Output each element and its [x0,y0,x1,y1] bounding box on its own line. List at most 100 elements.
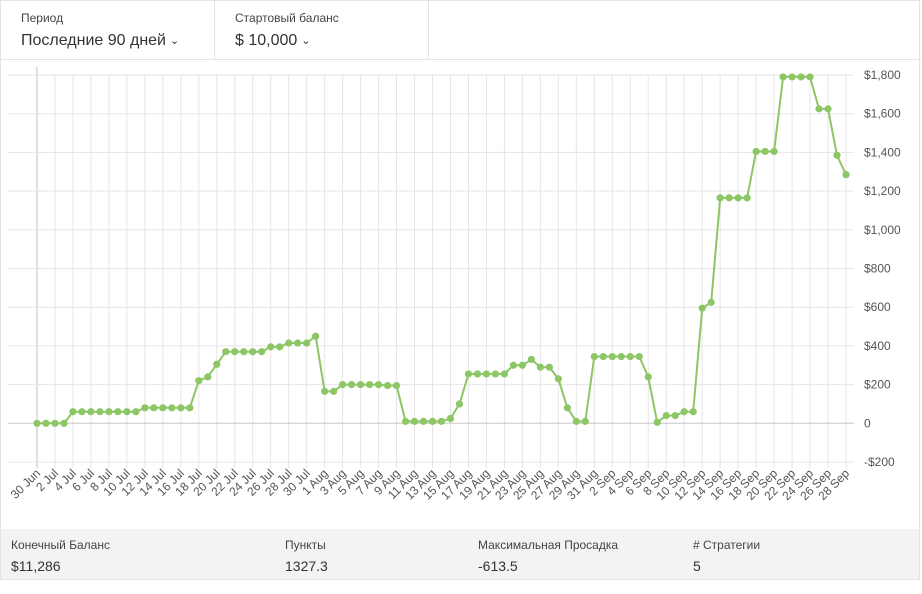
data-point [357,381,365,389]
data-point [734,194,742,202]
data-point [78,408,86,416]
data-point [617,352,625,361]
y-tick-label: 0 [864,416,871,430]
data-point [42,419,50,427]
data-point [743,194,751,202]
data-point [680,408,688,416]
data-point [518,361,527,369]
data-point [69,408,77,416]
stat-points: Пункты 1327.3 [285,538,328,575]
data-point [150,404,158,412]
data-point [383,381,392,390]
data-point [545,363,553,371]
start-balance-label: Стартовый баланс [235,11,339,25]
data-point [410,417,419,425]
data-point [824,105,832,113]
data-point [644,373,652,381]
period-dropdown[interactable]: Последние 90 дней ⌄ [21,30,214,52]
data-point [725,194,733,202]
data-point [240,348,248,356]
data-point [662,411,670,420]
y-tick-label: $1,200 [864,184,901,198]
stat-label: # Стратегии [693,538,761,552]
data-point [464,370,473,378]
data-point [671,411,679,420]
y-tick-label: $1,800 [864,68,901,82]
y-tick-label: $800 [864,262,891,276]
data-point [590,352,598,361]
data-point [437,417,446,425]
data-point [446,414,455,423]
data-point [707,298,715,306]
data-point [626,352,634,361]
data-point [123,408,131,416]
stats-bar: Конечный Баланс $11,286 Пункты 1327.3 Ма… [1,529,919,579]
data-point [491,370,500,378]
filter-bar: Период Последние 90 дней ⌄ Стартовый бала… [1,1,921,60]
data-point [536,363,544,371]
data-point [401,417,410,425]
data-point [770,147,778,156]
y-tick-label: -$200 [864,455,895,469]
data-point [482,370,491,378]
data-point [833,151,841,159]
stat-label: Пункты [285,538,326,552]
data-point [689,408,697,416]
data-point [141,404,149,412]
data-point [33,419,41,427]
data-point [294,339,302,347]
start-balance-filter[interactable]: Стартовый баланс $ 10,000 ⌄ [215,1,429,59]
data-point [87,408,95,416]
data-point [96,408,104,416]
data-point [572,417,580,425]
y-tick-label: $1,000 [864,223,901,237]
data-point [195,377,203,385]
start-balance-dropdown[interactable]: $ 10,000 ⌄ [235,30,428,52]
data-point [374,381,383,389]
data-point [473,370,482,378]
stat-label: Максимальная Просадка [478,538,619,552]
data-point [500,370,509,378]
data-point [761,147,769,156]
equity-line [37,75,847,425]
data-point [60,419,68,427]
data-point [698,304,706,312]
data-point [806,73,814,81]
data-point [186,404,194,412]
data-point [563,404,571,412]
data-point [276,343,284,351]
y-tick-label: $400 [864,339,891,353]
stat-value: -613.5 [478,558,518,574]
period-label: Период [21,11,64,25]
data-point [527,355,535,364]
data-point [258,348,266,356]
data-point [752,147,760,156]
data-point [177,404,185,412]
backtest-panel: Период Последние 90 дней ⌄ Стартовый бала… [0,0,921,580]
stat-max-drawdown: Максимальная Просадка -613.5 [478,538,618,575]
data-point [132,408,140,416]
period-filter[interactable]: Период Последние 90 дней ⌄ [9,1,215,59]
data-point [105,408,113,416]
data-point [159,404,167,412]
data-point [303,339,311,347]
data-point [455,400,464,408]
data-point [321,387,329,395]
data-point [204,373,212,381]
stat-strategies: # Стратегии 5 [693,538,760,575]
period-value: Последние 90 дней [21,32,166,49]
data-point [842,171,850,179]
data-point [312,332,320,340]
data-point [797,73,805,81]
data-point [365,381,374,389]
data-point [222,348,230,356]
data-point [330,387,338,395]
stat-final-balance: Конечный Баланс $11,286 [11,538,110,575]
data-point [267,343,275,351]
data-point [788,73,796,81]
data-point [114,408,122,416]
data-point [392,381,401,390]
y-tick-label: $600 [864,300,891,314]
stat-value: 5 [693,558,701,574]
data-point [231,348,239,356]
